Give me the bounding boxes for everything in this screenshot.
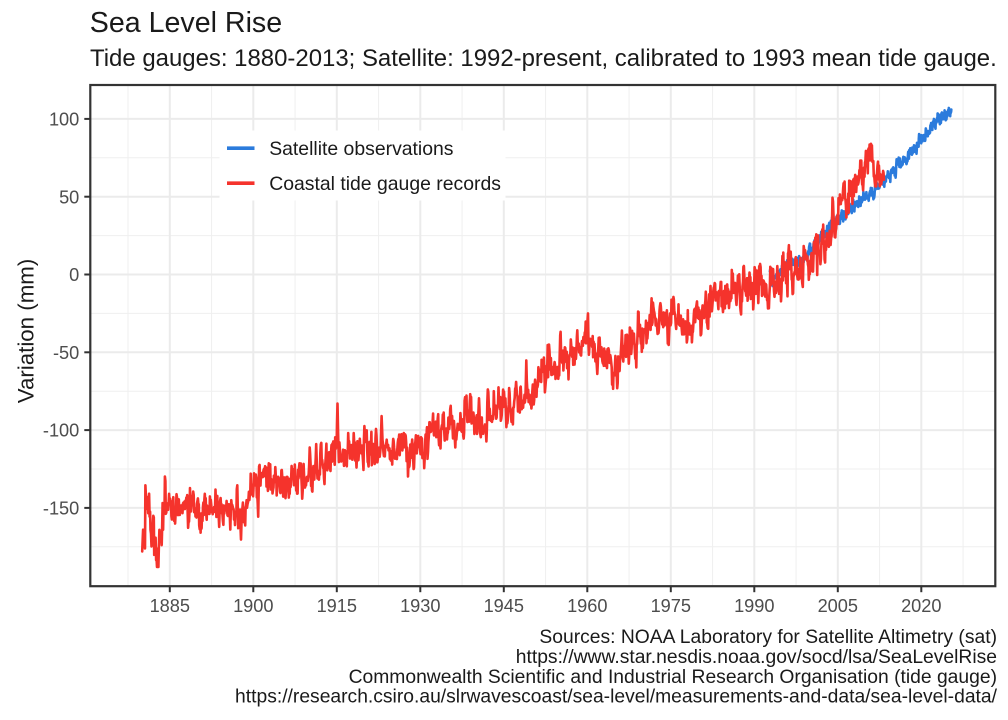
svg-text:-150: -150 — [43, 499, 79, 519]
svg-text:1900: 1900 — [233, 596, 273, 616]
svg-text:1915: 1915 — [317, 596, 357, 616]
svg-text:Sources: NOAA Laboratory for S: Sources: NOAA Laboratory for Satellite A… — [539, 627, 997, 648]
svg-text:Satellite observations: Satellite observations — [269, 138, 453, 160]
svg-text:-50: -50 — [53, 343, 79, 363]
svg-text:50: 50 — [59, 187, 79, 207]
svg-text:Variation (mm): Variation (mm) — [14, 259, 39, 404]
svg-text:100: 100 — [49, 110, 79, 130]
svg-text:1960: 1960 — [567, 596, 607, 616]
svg-text:-100: -100 — [43, 421, 79, 441]
svg-text:Coastal tide gauge records: Coastal tide gauge records — [269, 173, 501, 195]
svg-text:2005: 2005 — [818, 596, 858, 616]
svg-text:0: 0 — [69, 265, 79, 285]
svg-text:2020: 2020 — [901, 596, 941, 616]
svg-text:1990: 1990 — [734, 596, 774, 616]
svg-text:Sea Level Rise: Sea Level Rise — [90, 7, 282, 39]
svg-text:Commonwealth Scientific and In: Commonwealth Scientific and Industrial R… — [349, 667, 997, 688]
svg-text:1885: 1885 — [150, 596, 190, 616]
svg-text:https://research.csiro.au/slrw: https://research.csiro.au/slrwavescoast/… — [235, 687, 998, 708]
svg-text:Tide gauges: 1880-2013; Satell: Tide gauges: 1880-2013; Satellite: 1992-… — [90, 45, 997, 72]
svg-text:1930: 1930 — [400, 596, 440, 616]
svg-text:1975: 1975 — [651, 596, 691, 616]
svg-text:https://www.star.nesdis.noaa.g: https://www.star.nesdis.noaa.gov/socd/ls… — [516, 647, 997, 668]
svg-text:1945: 1945 — [484, 596, 524, 616]
